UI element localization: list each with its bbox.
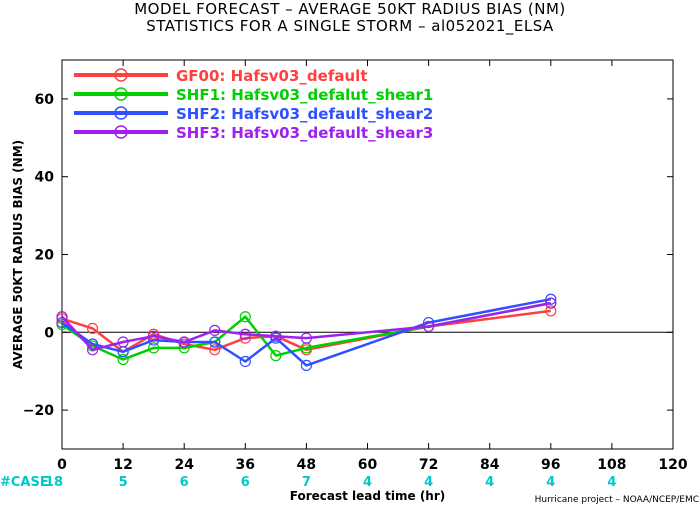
data-point (209, 336, 221, 348)
x-tick-label: 120 (658, 457, 687, 473)
legend-label: SHF1: Hafsv03_defalut_shear1 (176, 86, 433, 104)
x-tick-label: 96 (541, 457, 560, 473)
case-count-label: 4 (546, 475, 555, 490)
data-point (148, 330, 160, 342)
y-tick-label: 0 (44, 325, 54, 341)
y-tick-label: 60 (35, 92, 55, 108)
data-point (56, 311, 68, 323)
case-count-label: 18 (45, 475, 63, 490)
legend-swatch-marker (114, 106, 128, 120)
x-tick-label: 48 (297, 457, 316, 473)
data-point (270, 330, 282, 342)
case-count-label: 7 (302, 475, 311, 490)
y-tick-label: 40 (35, 170, 55, 186)
data-point (300, 359, 312, 371)
y-tick-label: 20 (35, 248, 55, 264)
x-axis-title: Forecast lead time (hr) (290, 489, 446, 503)
series-4 (56, 297, 557, 356)
case-count-label: 4 (363, 475, 372, 490)
x-tick-label: 12 (113, 457, 132, 473)
data-point (545, 305, 557, 317)
chart-title: MODEL FORECAST – AVERAGE 50KT RADIUS BIA… (134, 0, 566, 18)
case-count-label: 4 (424, 475, 433, 490)
data-point (178, 336, 190, 348)
data-point (86, 344, 99, 356)
case-count-label: 6 (241, 475, 250, 490)
case-count-label: 4 (485, 475, 494, 490)
series-line (61, 301, 552, 352)
x-tick-label: 84 (480, 457, 500, 473)
data-point (117, 336, 129, 348)
legend-swatch-marker (114, 87, 128, 101)
y-tick-label: −20 (23, 403, 54, 419)
data-point (300, 332, 312, 344)
data-point (423, 320, 435, 333)
data-point (86, 322, 99, 335)
legend-swatch-marker (114, 68, 128, 82)
case-count-label: 5 (119, 475, 128, 490)
data-point (148, 342, 160, 354)
credit-text: Hurricane project – NOAA/NCEP/EMC (535, 495, 699, 505)
legend-entry: GF00: Hafsv03_default (74, 67, 367, 85)
case-count-label: 6 (180, 475, 189, 490)
x-tick-label: 36 (236, 457, 255, 473)
case-count-label: 4 (607, 475, 616, 490)
series-line (61, 297, 552, 367)
data-point (545, 297, 557, 309)
case-row-label: #CASE (0, 475, 49, 490)
x-tick-label: 0 (57, 457, 67, 473)
x-tick-label: 60 (358, 457, 378, 473)
y-axis-title: AVERAGE 50KT RADIUS BIAS (NM) (11, 140, 25, 369)
legend-label: SHF2: Hafsv03_default_shear2 (176, 105, 433, 123)
data-point (117, 353, 129, 366)
data-point (239, 328, 251, 340)
legend-entry: SHF1: Hafsv03_defalut_shear1 (74, 86, 433, 104)
legend-entry: SHF2: Hafsv03_default_shear2 (74, 105, 433, 123)
legend-entry: SHF3: Hafsv03_default_shear3 (74, 124, 433, 142)
legend-label: GF00: Hafsv03_default (176, 67, 367, 85)
x-tick-label: 72 (419, 457, 438, 473)
data-point (209, 344, 221, 356)
x-tick-label: 108 (597, 457, 626, 473)
legend-label: SHF3: Hafsv03_default_shear3 (176, 124, 433, 142)
data-point (270, 350, 282, 362)
chart-subtitle: STATISTICS FOR A SINGLE STORM – al052021… (146, 17, 554, 35)
data-point (239, 355, 251, 368)
data-point (209, 324, 221, 336)
legend-swatch-marker (114, 125, 128, 139)
data-point (239, 311, 251, 323)
x-tick-label: 24 (174, 457, 194, 473)
